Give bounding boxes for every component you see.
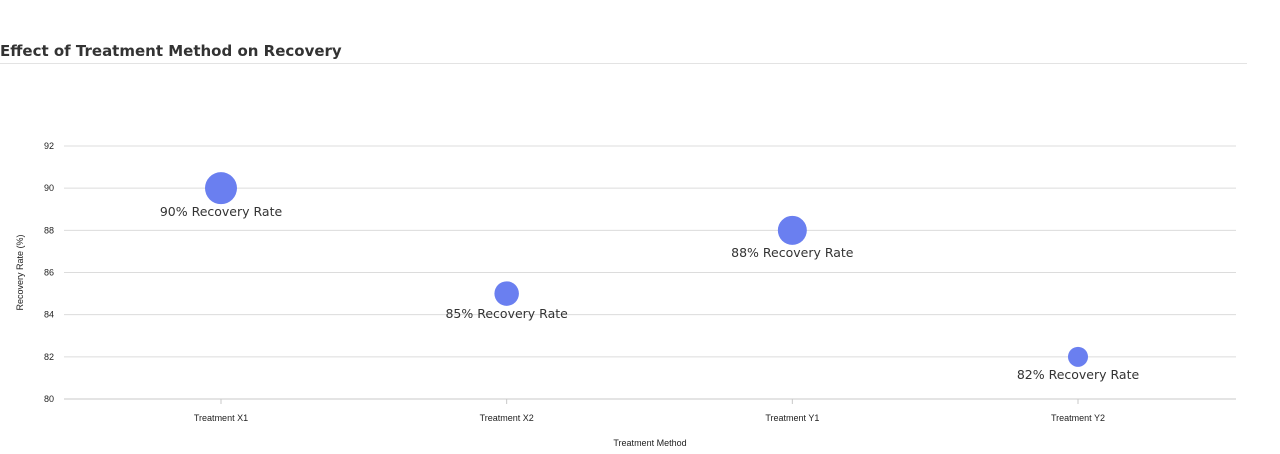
data-label: 85% Recovery Rate [445,306,568,321]
bubble-point[interactable] [1068,346,1088,367]
x-tick-label: Treatment X1 [194,413,248,423]
y-tick-label: 82 [44,352,54,362]
data-points [205,172,1088,367]
y-tick-label: 88 [44,225,54,235]
chart-title: Effect of Treatment Method on Recovery [0,42,342,60]
y-tick-label: 92 [44,141,54,151]
y-tick-label: 86 [44,268,54,278]
x-axis-title: Treatment Method [613,438,686,448]
x-axis: Treatment X1 Treatment X2 Treatment Y1 Trea… [194,399,1105,423]
y-axis: 80 82 84 86 88 90 92 [44,141,54,404]
x-tick-label: Treatment Y1 [765,413,819,423]
bubble-point[interactable] [205,172,237,205]
y-tick-label: 80 [44,394,54,404]
y-tick-label: 90 [44,183,54,193]
title-divider [0,63,1247,64]
data-labels: 90% Recovery Rate 85% Recovery Rate 88% Re… [160,204,1140,382]
y-axis-title: Recovery Rate (%) [15,234,25,310]
bubble-point[interactable] [777,215,807,245]
grid-lines [64,145,1236,400]
x-tick-label: Treatment Y2 [1051,413,1105,423]
y-tick-label: 84 [44,310,54,320]
bubble-point[interactable] [494,281,519,306]
data-label: 90% Recovery Rate [160,204,283,219]
data-label: 82% Recovery Rate [1017,367,1140,382]
x-tick-label: Treatment X2 [480,413,534,423]
data-label: 88% Recovery Rate [731,245,854,260]
